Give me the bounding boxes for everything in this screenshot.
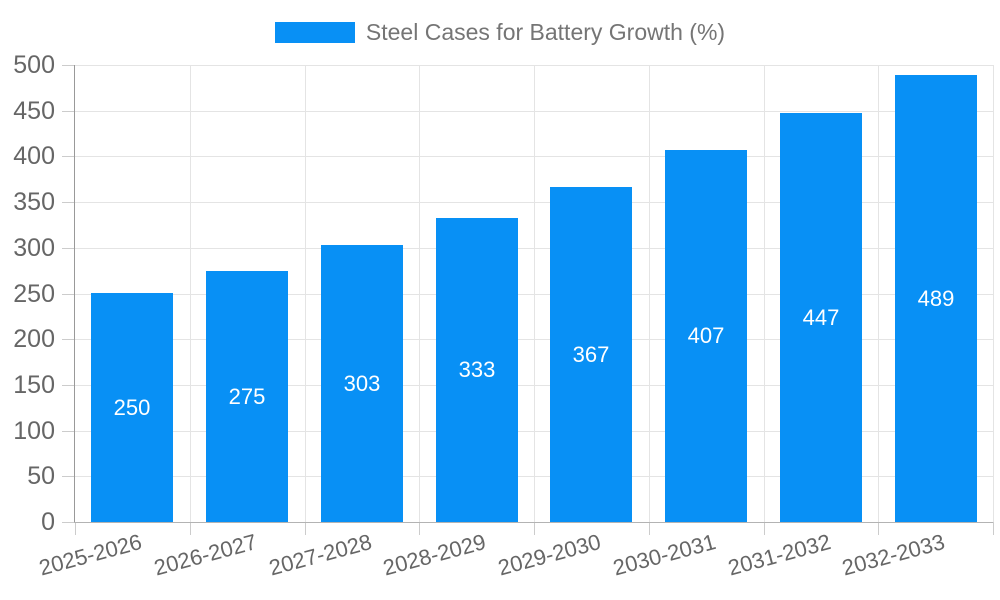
y-axis-tick <box>62 111 75 112</box>
bar-value-label: 447 <box>802 304 840 330</box>
legend[interactable]: Steel Cases for Battery Growth (%) <box>0 19 1000 46</box>
y-axis-tick <box>62 476 75 477</box>
legend-label: Steel Cases for Battery Growth (%) <box>365 19 726 45</box>
bar-value-label: 333 <box>458 357 496 382</box>
x-gridline <box>419 65 420 522</box>
y-tick-label: 50 <box>27 462 55 490</box>
x-axis-tick <box>764 522 765 535</box>
bar-value-label: 275 <box>228 383 266 409</box>
bar-value-label: 489 <box>917 285 955 311</box>
x-tick-label: 2027-2028 <box>265 529 375 581</box>
x-axis-tick <box>993 522 994 535</box>
bar-value-label: 367 <box>572 341 610 367</box>
x-tick-label: 2031-2032 <box>724 529 834 581</box>
y-tick-label: 150 <box>13 371 55 399</box>
bar-value-label: 250 <box>113 394 151 420</box>
x-axis-tick <box>75 522 76 535</box>
bar[interactable]: 407 <box>665 150 747 522</box>
y-tick-label: 100 <box>13 417 55 445</box>
x-axis-tick <box>419 522 420 535</box>
bar-value-label: 407 <box>687 323 725 348</box>
x-gridline <box>534 65 535 522</box>
bar[interactable]: 333 <box>436 218 518 522</box>
x-tick-label: 2028-2029 <box>380 529 489 581</box>
y-tick-label: 300 <box>13 234 55 262</box>
y-axis-tick <box>62 65 75 66</box>
bar[interactable]: 275 <box>206 271 288 522</box>
bar[interactable]: 367 <box>550 187 632 522</box>
bar[interactable]: 447 <box>780 113 862 522</box>
y-axis-line <box>74 65 75 522</box>
bar[interactable]: 303 <box>321 245 403 522</box>
bar[interactable]: 250 <box>91 293 173 522</box>
x-tick-label: 2026-2027 <box>151 529 260 581</box>
x-tick-label: 2025-2026 <box>36 529 145 581</box>
y-tick-label: 350 <box>13 188 55 216</box>
y-tick-label: 200 <box>13 325 55 353</box>
x-axis-tick <box>305 522 306 535</box>
x-gridline <box>764 65 765 522</box>
x-tick-label: 2030-2031 <box>610 529 719 581</box>
y-axis-tick <box>62 339 75 340</box>
y-tick-label: 250 <box>13 280 55 308</box>
y-tick-label: 450 <box>13 97 55 125</box>
y-axis-tick <box>62 202 75 203</box>
bar[interactable]: 489 <box>895 75 977 522</box>
legend-swatch-icon <box>274 22 355 43</box>
bar-value-label: 303 <box>343 370 381 396</box>
y-tick-label: 400 <box>13 142 55 170</box>
x-gridline <box>190 65 191 522</box>
x-gridline <box>305 65 306 522</box>
y-axis-tick <box>62 248 75 249</box>
y-axis-tick <box>62 294 75 295</box>
x-tick-label: 2029-2030 <box>495 529 604 581</box>
y-tick-label: 500 <box>13 51 55 79</box>
y-tick-label: 0 <box>41 508 55 536</box>
x-axis-line <box>74 522 993 523</box>
y-axis-tick <box>62 431 75 432</box>
x-axis-tick <box>878 522 879 535</box>
x-axis-tick <box>649 522 650 535</box>
x-gridline <box>878 65 879 522</box>
x-gridline <box>993 65 994 522</box>
x-tick-label: 2032-2033 <box>839 529 948 581</box>
x-axis-tick <box>534 522 535 535</box>
y-axis-tick <box>62 156 75 157</box>
x-axis-tick <box>190 522 191 535</box>
y-axis-tick <box>62 522 75 523</box>
y-axis-tick <box>62 385 75 386</box>
x-gridline <box>649 65 650 522</box>
